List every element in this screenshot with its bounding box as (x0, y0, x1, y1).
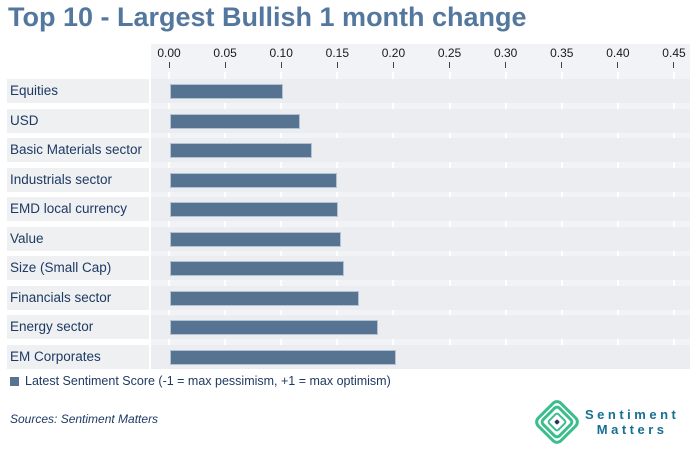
category-strip: Industrials sector (7, 167, 149, 192)
x-tick-mark (280, 62, 282, 68)
x-tick-label: 0.25 (437, 46, 462, 60)
x-tick-label: 0.05 (213, 46, 237, 60)
category-label: USD (10, 112, 39, 128)
category-strip: Financials sector (7, 285, 149, 310)
category-strip: Basic Materials sector (7, 138, 149, 163)
logo-text: Sentiment Matters (585, 407, 679, 437)
chart-title: Top 10 - Largest Bullish 1 month change (8, 2, 527, 32)
category-strip: EMD local currency (7, 197, 149, 222)
bar (170, 231, 341, 247)
x-tick-label: 0.20 (381, 46, 406, 60)
x-tick-label: 0.00 (157, 46, 181, 60)
x-tick-label: 0.40 (606, 46, 630, 60)
x-tick-mark (168, 62, 170, 68)
logo-line1: Sentiment (585, 407, 680, 422)
bar (170, 320, 378, 336)
bar (170, 143, 312, 159)
bar (170, 172, 337, 188)
logo-line2: Matters (596, 422, 668, 437)
x-tick-label: 0.30 (493, 46, 518, 60)
x-tick-mark (617, 62, 619, 68)
x-tick-label: 0.35 (550, 46, 574, 60)
bar (170, 261, 344, 277)
legend-label: Latest Sentiment Score (-1 = max pessimi… (25, 374, 391, 388)
x-tick-mark (336, 62, 338, 68)
category-strip: USD (7, 108, 149, 133)
category-label: Financials sector (10, 289, 112, 305)
x-tick-mark (561, 62, 563, 68)
category-strip: Value (7, 226, 149, 251)
x-tick-mark (673, 62, 675, 68)
category-label: Value (10, 230, 44, 246)
category-strip: Equities (7, 79, 149, 103)
category-label: Size (Small Cap) (10, 260, 112, 276)
legend: Latest Sentiment Score (-1 = max pessimi… (10, 374, 391, 388)
category-strip: Size (Small Cap) (7, 256, 149, 281)
category-strip: EM Corporates (7, 344, 149, 369)
logo-diamond-icon (532, 397, 582, 447)
bar (170, 202, 338, 218)
x-tick-mark (224, 62, 226, 68)
logo: Sentiment Matters (532, 397, 679, 447)
legend-swatch-icon (10, 377, 19, 386)
x-tick-label: 0.10 (269, 46, 293, 60)
category-strip: Energy sector (7, 315, 149, 340)
bar (170, 349, 396, 365)
category-label: EM Corporates (10, 348, 101, 364)
category-label: Basic Materials sector (10, 142, 143, 158)
bar (170, 113, 300, 129)
x-tick-label: 0.45 (662, 46, 686, 60)
x-tick-mark (449, 62, 451, 68)
category-label: Energy sector (10, 319, 94, 335)
bar (170, 290, 359, 306)
category-label: Industrials sector (10, 171, 113, 187)
category-label: Equities (10, 83, 59, 98)
x-tick-label: 0.15 (325, 46, 350, 60)
bar (170, 84, 283, 99)
x-tick-mark (505, 62, 507, 68)
sources-note: Sources: Sentiment Matters (10, 412, 159, 426)
x-tick-mark (392, 62, 394, 68)
category-label: EMD local currency (10, 201, 128, 217)
